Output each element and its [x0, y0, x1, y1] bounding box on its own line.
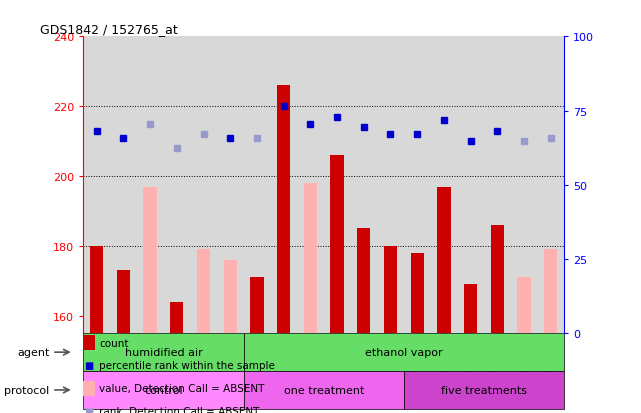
- Text: five treatments: five treatments: [441, 385, 527, 395]
- Bar: [250, 278, 263, 333]
- Text: count: count: [99, 338, 129, 348]
- Text: humidified air: humidified air: [124, 347, 203, 357]
- Text: ethanol vapor: ethanol vapor: [365, 347, 443, 357]
- Text: rank, Detection Call = ABSENT: rank, Detection Call = ABSENT: [99, 406, 260, 413]
- Bar: [244, 333, 564, 371]
- Bar: [83, 371, 244, 409]
- Text: GDS1842 / 152765_at: GDS1842 / 152765_at: [40, 23, 178, 36]
- Bar: [83, 333, 244, 371]
- Bar: [410, 253, 424, 333]
- Text: one treatment: one treatment: [283, 385, 364, 395]
- Text: ■: ■: [85, 361, 94, 370]
- Text: protocol: protocol: [4, 385, 49, 395]
- Bar: [117, 271, 130, 333]
- Bar: [404, 371, 564, 409]
- Bar: [277, 86, 290, 333]
- Bar: [357, 229, 370, 333]
- Bar: [384, 246, 397, 333]
- Text: agent: agent: [17, 347, 49, 357]
- Bar: [90, 246, 103, 333]
- Bar: [437, 187, 451, 333]
- Text: control: control: [144, 385, 183, 395]
- Bar: [544, 250, 558, 333]
- Bar: [224, 260, 237, 333]
- Bar: [330, 156, 344, 333]
- Bar: [144, 187, 157, 333]
- Text: ■: ■: [85, 406, 94, 413]
- Text: value, Detection Call = ABSENT: value, Detection Call = ABSENT: [99, 383, 265, 393]
- Bar: [197, 250, 210, 333]
- Bar: [304, 183, 317, 333]
- Bar: [464, 285, 478, 333]
- Text: percentile rank within the sample: percentile rank within the sample: [99, 361, 275, 370]
- Bar: [517, 278, 531, 333]
- Bar: [244, 371, 404, 409]
- Bar: [170, 302, 183, 333]
- Bar: [490, 225, 504, 333]
